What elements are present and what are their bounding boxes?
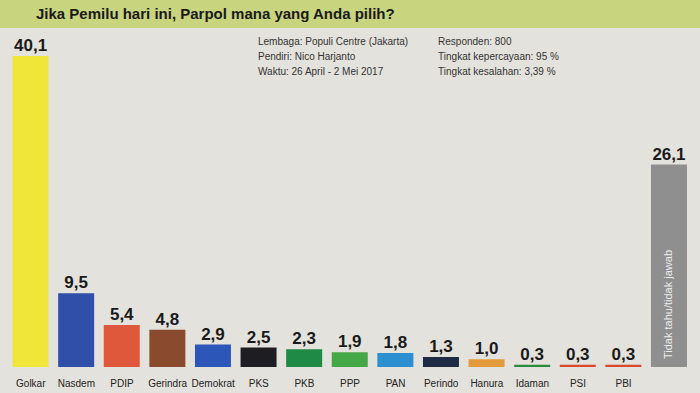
- svg-text:Idaman: Idaman: [516, 378, 549, 389]
- svg-text:PKB: PKB: [294, 378, 314, 389]
- svg-text:5,4: 5,4: [110, 305, 134, 324]
- svg-text:40,1: 40,1: [14, 36, 47, 55]
- html-text:Jika Pemilu hari ini, Parpol m: Jika Pemilu hari ini, Parpol mana yang A…: [36, 5, 395, 22]
- svg-text:Demokrat: Demokrat: [192, 378, 236, 389]
- html-text:Lembaga: Populi Centre (Jakart: Lembaga: Populi Centre (Jakarta): [258, 36, 409, 47]
- svg-text:0,3: 0,3: [566, 345, 590, 364]
- svg-text:1,0: 1,0: [475, 339, 499, 358]
- svg-text:4,8: 4,8: [156, 310, 180, 329]
- svg-text:Nasdem: Nasdem: [58, 378, 95, 389]
- svg-text:Tidak tahu/tidak jawab: Tidak tahu/tidak jawab: [662, 250, 674, 359]
- svg-text:2,9: 2,9: [201, 325, 225, 344]
- svg-text:PPP: PPP: [340, 378, 360, 389]
- html-text:Tingkat kepercayaan: 95 %: Tingkat kepercayaan: 95 %: [438, 51, 559, 62]
- svg-text:PAN: PAN: [386, 378, 406, 389]
- svg-text:Hanura: Hanura: [470, 378, 503, 389]
- svg-text:Golkar: Golkar: [16, 378, 46, 389]
- html-text:Pendiri: Nico Harjanto: Pendiri: Nico Harjanto: [258, 51, 356, 62]
- svg-text:2,5: 2,5: [247, 328, 271, 347]
- svg-text:Gerindra: Gerindra: [148, 378, 187, 389]
- svg-text:PBI: PBI: [616, 378, 632, 389]
- svg-text:PSI: PSI: [570, 378, 586, 389]
- svg-text:Perindo: Perindo: [424, 378, 459, 389]
- svg-text:PKS: PKS: [249, 378, 269, 389]
- svg-text:0,3: 0,3: [520, 345, 544, 364]
- html-text:Responden: 800: Responden: 800: [438, 36, 512, 47]
- svg-text:0,3: 0,3: [612, 345, 636, 364]
- html-text:Tingkat kesalahan: 3,39 %: Tingkat kesalahan: 3,39 %: [438, 66, 556, 77]
- svg-text:1,8: 1,8: [384, 333, 408, 352]
- svg-text:2,3: 2,3: [292, 329, 316, 348]
- svg-text:26,1: 26,1: [652, 145, 685, 164]
- svg-text:9,5: 9,5: [64, 273, 88, 292]
- svg-text:PDIP: PDIP: [110, 378, 134, 389]
- svg-text:1,3: 1,3: [429, 337, 453, 356]
- html-text:Waktu: 26 April - 2 Mei 2017: Waktu: 26 April - 2 Mei 2017: [258, 66, 384, 77]
- svg-text:1,9: 1,9: [338, 332, 362, 351]
